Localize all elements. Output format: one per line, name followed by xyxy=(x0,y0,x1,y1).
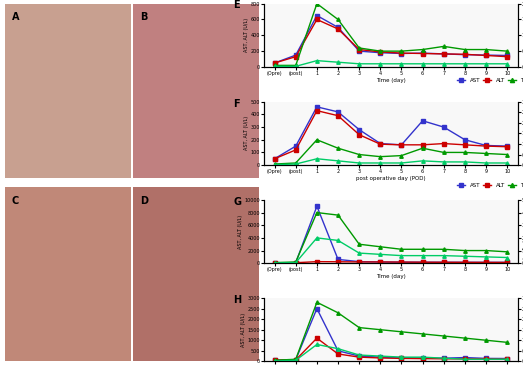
Text: F: F xyxy=(234,99,240,109)
Y-axis label: AST, ALT (U/L): AST, ALT (U/L) xyxy=(244,116,249,150)
Legend: AST, ALT, TB, DB: AST, ALT, TB, DB xyxy=(454,181,523,190)
Text: G: G xyxy=(234,197,242,207)
Text: A: A xyxy=(12,12,19,22)
Text: C: C xyxy=(12,196,19,205)
Y-axis label: AST, ALT (U/L): AST, ALT (U/L) xyxy=(241,313,246,347)
Text: E: E xyxy=(234,0,240,11)
Text: D: D xyxy=(140,196,147,205)
Y-axis label: AST, ALT (U/L): AST, ALT (U/L) xyxy=(238,215,243,249)
Y-axis label: AST, ALT (U/L): AST, ALT (U/L) xyxy=(244,18,249,52)
Y-axis label: Total Bilirubin (mg/dL): Total Bilirubin (mg/dL) xyxy=(521,204,523,259)
Legend: AST, ALT, TB, DB: AST, ALT, TB, DB xyxy=(454,76,523,85)
Text: H: H xyxy=(234,295,242,305)
X-axis label: Time (day): Time (day) xyxy=(376,77,406,82)
X-axis label: Time (day): Time (day) xyxy=(376,274,406,279)
X-axis label: post operative day (POD): post operative day (POD) xyxy=(356,176,426,181)
Text: B: B xyxy=(140,12,147,22)
